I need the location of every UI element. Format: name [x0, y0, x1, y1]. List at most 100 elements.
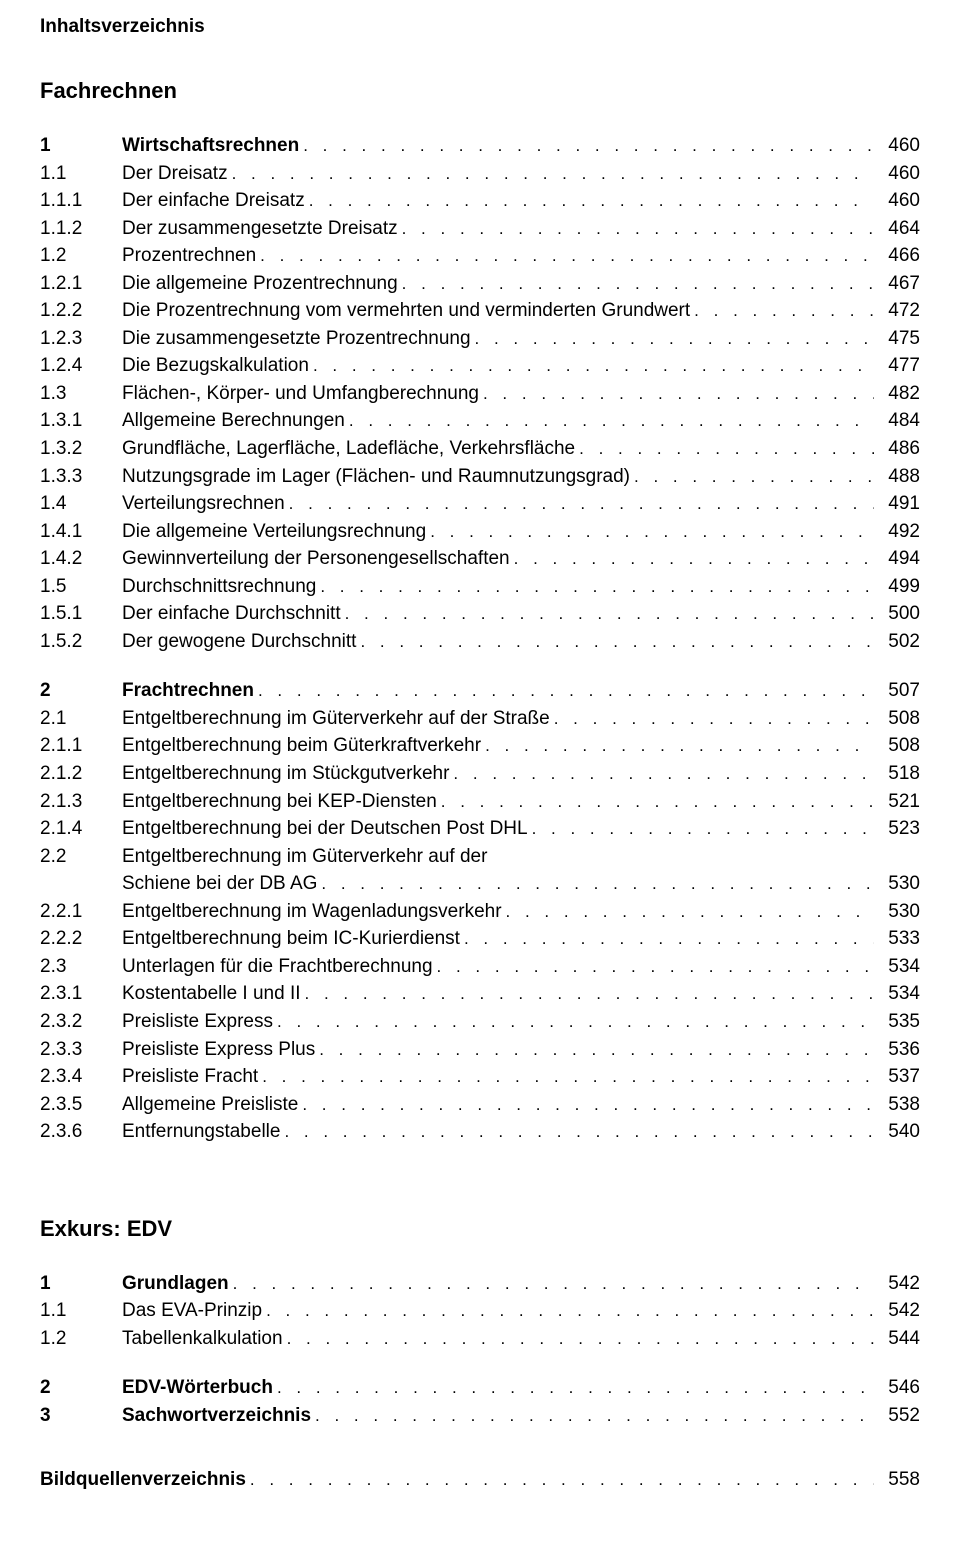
toc-title: Die Prozentrechnung vom vermehrten und v…: [122, 297, 690, 325]
toc-page: 521: [874, 788, 920, 816]
toc-entry: 1.4.2Gewinnverteilung der Personengesell…: [40, 545, 920, 573]
leader-dots: . . . . . . . . . . . . . . . . . . . . …: [528, 817, 874, 842]
toc-page: 523: [874, 815, 920, 843]
toc-number: 1.2: [40, 242, 122, 270]
leader-dots: . . . . . . . . . . . . . . . . . . . . …: [690, 299, 874, 324]
toc-entry: 1.2Tabellenkalkulation. . . . . . . . . …: [40, 1325, 920, 1353]
toc-entry: 2.3.1Kostentabelle I und II. . . . . . .…: [40, 980, 920, 1008]
toc-page: 460: [874, 132, 920, 160]
toc-title: Frachtrechnen: [122, 677, 254, 705]
toc-page: 534: [874, 953, 920, 981]
leader-dots: . . . . . . . . . . . . . . . . . . . . …: [433, 955, 874, 980]
toc-title: Entgeltberechnung bei der Deutschen Post…: [122, 815, 528, 843]
toc-page: 535: [874, 1008, 920, 1036]
toc-title: Preisliste Express: [122, 1008, 273, 1036]
toc-number: 2.1.2: [40, 760, 122, 788]
toc-number: 1.5.1: [40, 600, 122, 628]
toc-number: 1.1: [40, 1297, 122, 1325]
leader-dots: . . . . . . . . . . . . . . . . . . . . …: [437, 790, 874, 815]
toc-container: Fachrechnen1Wirtschaftsrechnen. . . . . …: [40, 78, 920, 1429]
toc-title: Entfernungstabelle: [122, 1118, 280, 1146]
toc-page: 492: [874, 518, 920, 546]
leader-dots: . . . . . . . . . . . . . . . . . . . . …: [398, 217, 874, 242]
toc-entry: 2.3.5Allgemeine Preisliste. . . . . . . …: [40, 1091, 920, 1119]
toc-title: Gewinnverteilung der Personengesellschaf…: [122, 545, 510, 573]
toc-number: 1.2.4: [40, 352, 122, 380]
toc-entry-continuation: Schiene bei der DB AG. . . . . . . . . .…: [40, 870, 920, 898]
toc-page: 538: [874, 1091, 920, 1119]
toc-title: Der Dreisatz: [122, 160, 228, 188]
toc-page: 482: [874, 380, 920, 408]
toc-title: Preisliste Fracht: [122, 1063, 258, 1091]
section-title: Exkurs: EDV: [40, 1216, 920, 1242]
toc-number: 1.1.1: [40, 187, 122, 215]
toc-entry: 2Frachtrechnen. . . . . . . . . . . . . …: [40, 677, 920, 705]
toc-number: 1.4.2: [40, 545, 122, 573]
toc-page: 475: [874, 325, 920, 353]
toc-number: 1.2.1: [40, 270, 122, 298]
toc-number: 1.2: [40, 1325, 122, 1353]
leader-dots: . . . . . . . . . . . . . . . . . . . . …: [398, 272, 874, 297]
leader-dots: . . . . . . . . . . . . . . . . . . . . …: [246, 1470, 874, 1490]
toc-title: Entgeltberechnung im Wagenladungsverkehr: [122, 898, 502, 926]
toc-title: Entgeltberechnung beim IC-Kurierdienst: [122, 925, 460, 953]
toc-page: 542: [874, 1297, 920, 1325]
leader-dots: . . . . . . . . . . . . . . . . . . . . …: [630, 465, 874, 490]
toc-title: Verteilungsrechnen: [122, 490, 285, 518]
toc-number: 2.3.1: [40, 980, 122, 1008]
leader-dots: . . . . . . . . . . . . . . . . . . . . …: [273, 1010, 874, 1035]
toc-number: 2.3.4: [40, 1063, 122, 1091]
toc-page: 460: [874, 187, 920, 215]
toc-entry: 1.3.2Grundfläche, Lagerfläche, Ladefläch…: [40, 435, 920, 463]
toc-page: 472: [874, 297, 920, 325]
toc-page: 508: [874, 705, 920, 733]
toc-entry: 1.3Flächen-, Körper- und Umfangberechnun…: [40, 380, 920, 408]
leader-dots: . . . . . . . . . . . . . . . . . . . . …: [449, 762, 874, 787]
toc-page: 502: [874, 628, 920, 656]
toc-page: 533: [874, 925, 920, 953]
toc-entry: 2.1.1Entgeltberechnung beim Güterkraftve…: [40, 732, 920, 760]
toc-page: 518: [874, 760, 920, 788]
leader-dots: . . . . . . . . . . . . . . . . . . . . …: [315, 1038, 874, 1063]
toc-entry: 1.2.4Die Bezugskalkulation. . . . . . . …: [40, 352, 920, 380]
toc-page: 491: [874, 490, 920, 518]
block-gap: [40, 655, 920, 677]
toc-title: Grundlagen: [122, 1270, 229, 1298]
toc-page: 530: [874, 898, 920, 926]
toc-number: 1.4: [40, 490, 122, 518]
toc-title: Unterlagen für die Frachtberechnung: [122, 953, 433, 981]
toc-number: 1.1: [40, 160, 122, 188]
leader-dots: . . . . . . . . . . . . . . . . . . . . …: [575, 437, 874, 462]
toc-title: Allgemeine Preisliste: [122, 1091, 298, 1119]
toc-title: Kostentabelle I und II: [122, 980, 301, 1008]
toc-title: Die allgemeine Verteilungsrechnung: [122, 518, 426, 546]
final-title: Bildquellenverzeichnis: [40, 1469, 246, 1491]
toc-title: Flächen-, Körper- und Umfangberechnung: [122, 380, 479, 408]
section-title: Fachrechnen: [40, 78, 920, 104]
block-gap: [40, 1352, 920, 1374]
page-header: Inhaltsverzeichnis: [40, 16, 920, 38]
toc-entry: 1.5.2Der gewogene Durchschnitt. . . . . …: [40, 628, 920, 656]
toc-title: Die Bezugskalkulation: [122, 352, 309, 380]
toc-page: 499: [874, 573, 920, 601]
toc-number: 1.5: [40, 573, 122, 601]
toc-entry: 1.3.1Allgemeine Berechnungen. . . . . . …: [40, 407, 920, 435]
leader-dots: . . . . . . . . . . . . . . . . . . . . …: [479, 382, 874, 407]
toc-entry: 1Grundlagen. . . . . . . . . . . . . . .…: [40, 1270, 920, 1298]
toc-number: 2.2: [40, 843, 122, 871]
toc-page: 460: [874, 160, 920, 188]
toc-page: 466: [874, 242, 920, 270]
toc-title: Wirtschaftsrechnen: [122, 132, 299, 160]
final-entry: Bildquellenverzeichnis . . . . . . . . .…: [40, 1469, 920, 1491]
toc-entry: 2.3.4Preisliste Fracht. . . . . . . . . …: [40, 1063, 920, 1091]
toc-entry: 1.1.1Der einfache Dreisatz. . . . . . . …: [40, 187, 920, 215]
toc-title: Schiene bei der DB AG: [122, 870, 317, 898]
leader-dots: . . . . . . . . . . . . . . . . . . . . …: [301, 982, 874, 1007]
leader-dots: . . . . . . . . . . . . . . . . . . . . …: [229, 1272, 874, 1297]
toc-page: 467: [874, 270, 920, 298]
toc-entry: 1.5Durchschnittsrechnung. . . . . . . . …: [40, 573, 920, 601]
leader-dots: . . . . . . . . . . . . . . . . . . . . …: [262, 1299, 874, 1324]
toc-title: Entgeltberechnung im Stückgutverkehr: [122, 760, 449, 788]
toc-number: 1.5.2: [40, 628, 122, 656]
toc-title: Durchschnittsrechnung: [122, 573, 316, 601]
